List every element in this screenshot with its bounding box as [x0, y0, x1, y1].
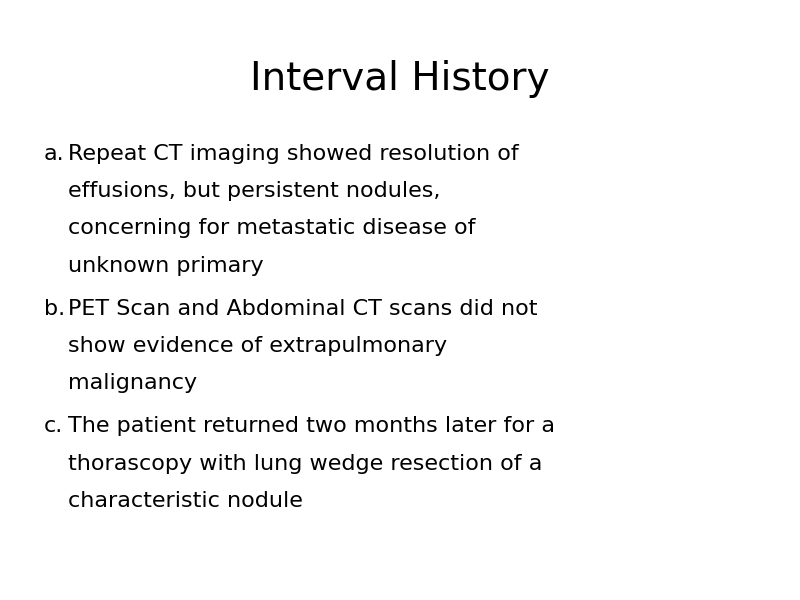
Text: malignancy: malignancy [68, 373, 197, 393]
Text: show evidence of extrapulmonary: show evidence of extrapulmonary [68, 336, 447, 356]
Text: a.: a. [44, 144, 65, 164]
Text: Repeat CT imaging showed resolution of: Repeat CT imaging showed resolution of [68, 144, 518, 164]
Text: Interval History: Interval History [250, 60, 550, 98]
Text: PET Scan and Abdominal CT scans did not: PET Scan and Abdominal CT scans did not [68, 299, 538, 319]
Text: b.: b. [44, 299, 65, 319]
Text: concerning for metastatic disease of: concerning for metastatic disease of [68, 218, 475, 238]
Text: c.: c. [44, 416, 63, 436]
Text: characteristic nodule: characteristic nodule [68, 491, 303, 511]
Text: The patient returned two months later for a: The patient returned two months later fo… [68, 416, 555, 436]
Text: thorascopy with lung wedge resection of a: thorascopy with lung wedge resection of … [68, 454, 542, 473]
Text: effusions, but persistent nodules,: effusions, but persistent nodules, [68, 181, 440, 201]
Text: unknown primary: unknown primary [68, 256, 264, 275]
